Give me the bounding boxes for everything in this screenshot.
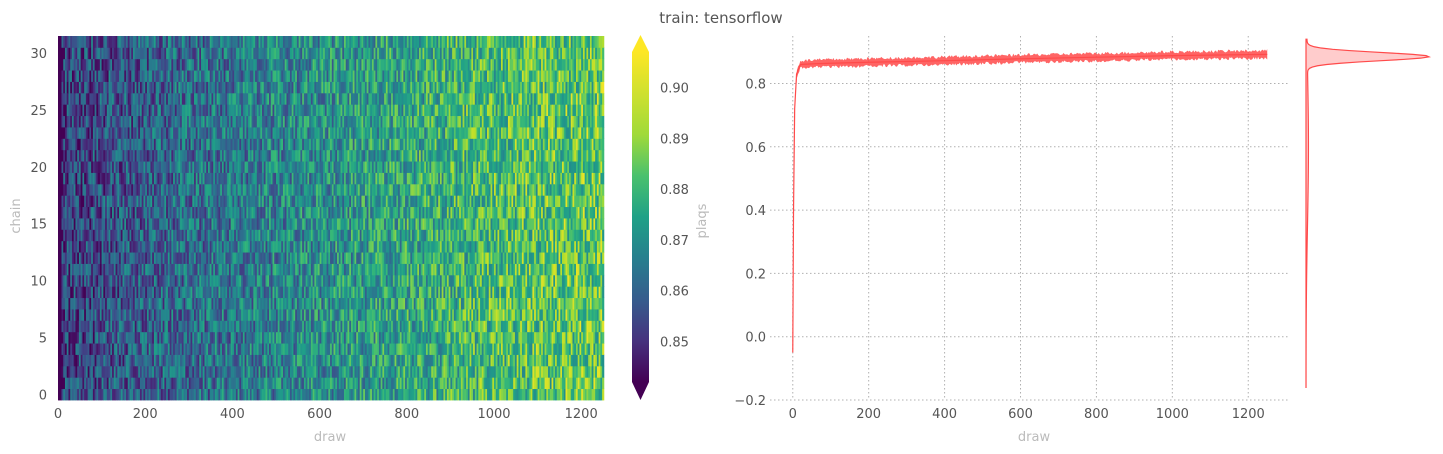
trace-x-tick: 800 — [1084, 407, 1109, 422]
heatmap-y-ticks: 0 5 10 15 20 25 30 — [30, 47, 47, 403]
colorbar-tick: 0.85 — [660, 335, 689, 350]
heatmap-y-tick: 0 — [39, 388, 47, 403]
heatmap-x-tick: 600 — [307, 407, 332, 422]
trace-x-tick: 200 — [856, 407, 881, 422]
heatmap-x-tick: 0 — [54, 407, 62, 422]
heatmap-x-tick: 800 — [394, 407, 419, 422]
trace-panel: 0 200 400 600 800 1000 1200 −0.2 0.0 0.2 0.4 0.6 0.… — [734, 36, 1290, 445]
heatmap-x-tick: 1200 — [565, 407, 598, 422]
colorbar-tick: 0.86 — [660, 285, 689, 300]
heatmap-y-tick: 30 — [30, 47, 47, 62]
heatmap-y-tick: 15 — [30, 218, 47, 233]
trace-y-tick: 0.0 — [745, 331, 766, 346]
trace-y-ticks: −0.2 0.0 0.2 0.4 0.6 0.8 — [734, 77, 766, 409]
trace-y-tick: 0.6 — [745, 141, 766, 156]
trace-series-line — [792, 53, 1268, 353]
colorbar-tick: 0.88 — [660, 183, 689, 198]
trace-x-tick: 0 — [789, 407, 797, 422]
heatmap-x-tick: 1000 — [477, 407, 510, 422]
heatmap-y-tick: 5 — [39, 331, 47, 346]
colorbar-gradient — [632, 52, 649, 382]
colorbar-extend-bottom — [632, 382, 649, 400]
trace-x-label: draw — [1018, 430, 1051, 445]
heatmap-x-ticks: 0 200 400 600 800 1000 1200 — [54, 407, 598, 422]
trace-x-tick: 400 — [932, 407, 957, 422]
heatmap-x-label: draw — [314, 430, 347, 445]
kde-panel — [1305, 38, 1432, 388]
trace-x-ticks: 0 200 400 600 800 1000 1200 — [789, 407, 1265, 422]
kde-density-area — [1305, 38, 1432, 388]
trace-y-tick: 0.2 — [745, 267, 766, 282]
colorbar-tick: 0.87 — [660, 234, 689, 249]
heatmap-x-tick: 200 — [133, 407, 158, 422]
heatmap-cells — [58, 36, 605, 401]
trace-x-tick: 600 — [1008, 407, 1033, 422]
trace-series-band — [795, 49, 1268, 92]
trace-y-tick: 0.4 — [745, 204, 766, 219]
trace-x-tick: 1200 — [1232, 407, 1265, 422]
colorbar-extend-top — [632, 35, 649, 52]
colorbar-label: plaqs — [695, 203, 710, 238]
heatmap-y-tick: 20 — [30, 161, 47, 176]
trace-x-tick: 1000 — [1156, 407, 1189, 422]
colorbar-ticks: 0.85 0.86 0.87 0.88 0.89 0.90 — [660, 82, 689, 351]
trace-y-tick: −0.2 — [734, 394, 766, 409]
heatmap-y-tick: 10 — [30, 275, 47, 290]
trace-grid — [770, 36, 1290, 401]
trace-y-tick: 0.8 — [745, 77, 766, 92]
colorbar: 0.85 0.86 0.87 0.88 0.89 0.90 plaqs — [632, 35, 710, 400]
figure-title: train: tensorflow — [659, 9, 782, 27]
heatmap-y-tick: 25 — [30, 104, 47, 119]
heatmap-y-label: chain — [9, 198, 24, 233]
colorbar-tick: 0.90 — [660, 82, 689, 97]
colorbar-tick: 0.89 — [660, 132, 689, 147]
heatmap-x-tick: 400 — [220, 407, 245, 422]
